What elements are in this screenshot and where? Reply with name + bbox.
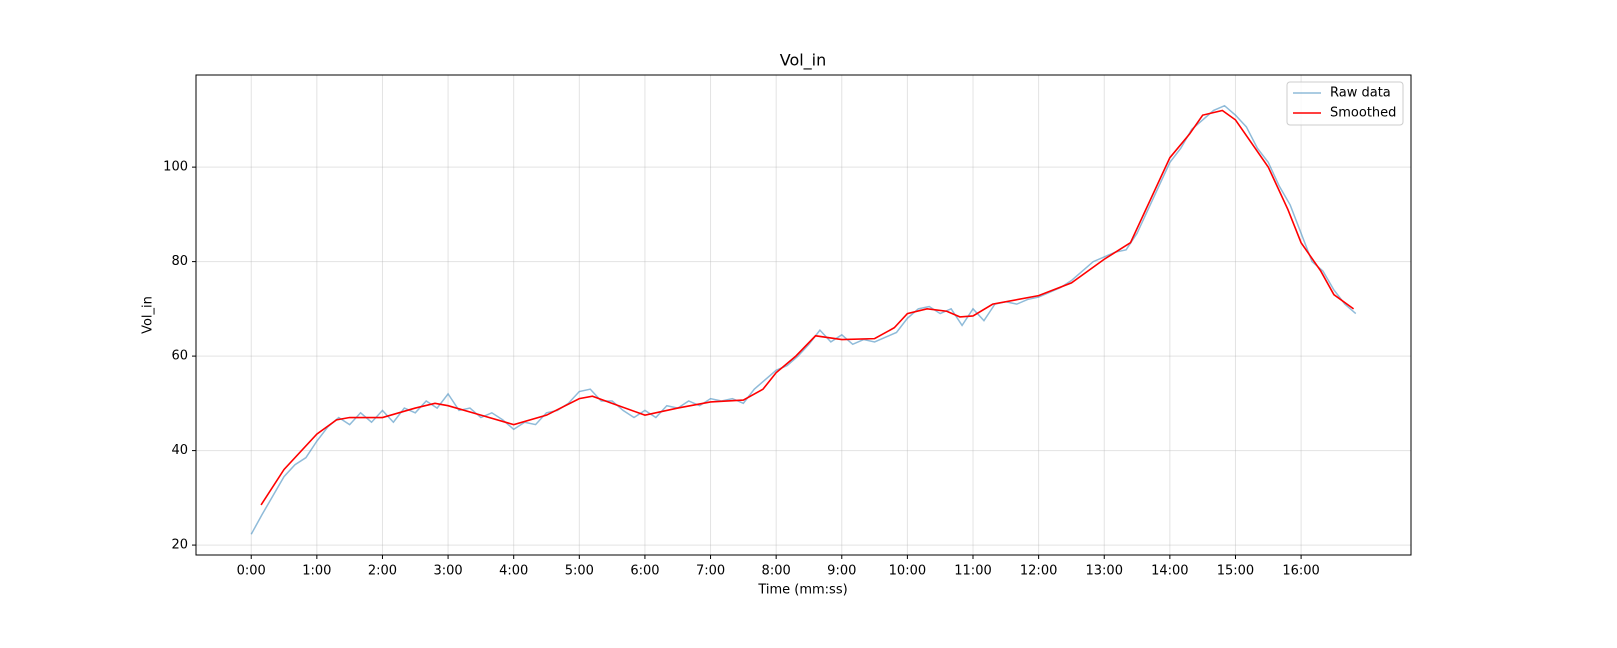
x-tick-label: 12:00: [1020, 564, 1057, 579]
x-tick-label: 10:00: [889, 564, 926, 579]
x-tick-label: 11:00: [954, 564, 991, 579]
x-tick-label: 0:00: [237, 564, 266, 579]
x-tick-label: 6:00: [630, 564, 659, 579]
y-tick-label: 100: [163, 160, 188, 175]
y-tick-label: 80: [171, 254, 188, 269]
legend-label: Raw data: [1330, 86, 1391, 101]
x-tick-label: 14:00: [1151, 564, 1188, 579]
x-tick-label: 4:00: [499, 564, 528, 579]
chart-title: Vol_in: [780, 51, 827, 71]
y-tick-label: 60: [171, 349, 188, 364]
x-tick-label: 5:00: [565, 564, 594, 579]
x-tick-label: 9:00: [827, 564, 856, 579]
x-tick-label: 8:00: [762, 564, 791, 579]
x-tick-label: 7:00: [696, 564, 725, 579]
x-tick-label: 15:00: [1217, 564, 1254, 579]
y-tick-label: 40: [171, 443, 188, 458]
data-line: [250, 104, 1357, 535]
legend-label: Smoothed: [1330, 106, 1396, 121]
x-tick-label: 16:00: [1282, 564, 1319, 579]
x-tick-label: 13:00: [1086, 564, 1123, 579]
x-tick-label: 1:00: [302, 564, 331, 579]
x-axis-label: Time (mm:ss): [757, 583, 847, 598]
y-tick-label: 20: [171, 538, 188, 553]
x-tick-label: 3:00: [433, 564, 462, 579]
x-tick-label: 2:00: [368, 564, 397, 579]
plot-frame: [195, 74, 1412, 556]
y-axis-label: Vol_in: [141, 296, 156, 334]
data-line: [260, 109, 1355, 506]
